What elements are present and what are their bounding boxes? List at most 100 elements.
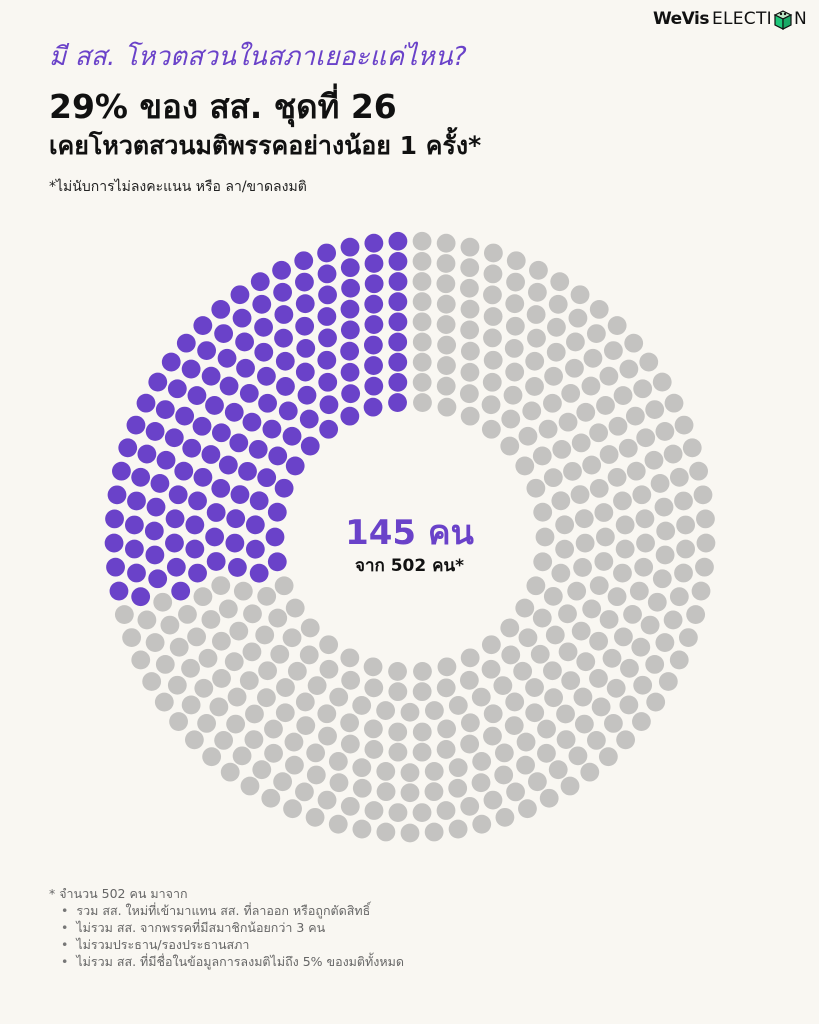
person-dot <box>526 576 546 596</box>
person-dot-highlighted <box>229 433 249 453</box>
person-dot <box>245 704 264 724</box>
person-dot <box>242 642 262 662</box>
person-dot <box>555 515 575 535</box>
person-dot <box>558 604 577 624</box>
person-dot <box>460 237 480 257</box>
person-dot <box>483 726 502 746</box>
person-dot-highlighted <box>340 341 360 361</box>
person-dot-highlighted <box>156 450 176 470</box>
person-dot <box>586 324 606 343</box>
person-dot <box>472 814 492 834</box>
person-dot <box>494 765 514 785</box>
person-dot <box>412 352 432 372</box>
person-dot <box>193 587 213 607</box>
person-dot <box>285 755 304 775</box>
person-dot-highlighted <box>248 439 268 459</box>
person-dot <box>527 772 547 792</box>
person-dot-highlighted <box>249 563 269 583</box>
person-dot <box>513 661 533 681</box>
person-dot <box>522 401 542 421</box>
person-dot <box>218 599 238 619</box>
person-dot-highlighted <box>239 384 259 403</box>
person-dot-highlighted <box>318 328 337 348</box>
person-dot <box>689 461 708 481</box>
person-dot <box>613 563 632 583</box>
person-dot-highlighted <box>144 521 164 541</box>
person-dot <box>640 615 660 635</box>
person-dot <box>329 687 349 707</box>
person-dot-highlighted <box>230 285 250 305</box>
person-dot-highlighted <box>274 328 293 348</box>
person-dot <box>613 386 633 405</box>
person-dot <box>295 782 314 802</box>
person-dot-highlighted <box>193 467 213 487</box>
person-dot <box>526 478 546 498</box>
person-dot <box>696 533 716 553</box>
person-dot <box>501 645 521 665</box>
person-dot <box>615 515 635 535</box>
person-dot <box>567 581 587 601</box>
footnote-list: รวม สส. ใหม่ที่เข้ามาแทน สส. ที่ลาออก หร… <box>49 902 404 970</box>
person-dot <box>364 678 384 698</box>
person-dot <box>568 308 588 328</box>
person-dot-highlighted <box>201 366 221 386</box>
person-dot <box>568 746 588 766</box>
person-dot <box>527 328 546 348</box>
person-dot <box>412 332 432 352</box>
person-dot <box>595 527 615 547</box>
person-dot-highlighted <box>282 426 302 446</box>
person-dot <box>594 552 614 571</box>
person-dot <box>261 788 281 808</box>
person-dot <box>615 539 635 559</box>
person-dot <box>669 650 689 670</box>
person-dot-highlighted <box>104 533 124 553</box>
person-dot-highlighted <box>127 491 146 511</box>
person-dot <box>388 722 408 742</box>
person-dot <box>527 282 547 302</box>
person-dot <box>169 712 188 731</box>
person-dot-highlighted <box>174 461 194 481</box>
person-dot-highlighted <box>250 272 270 292</box>
person-dot <box>352 758 372 778</box>
person-dot <box>268 608 288 628</box>
person-dot <box>155 654 175 674</box>
person-dot-highlighted <box>168 485 188 505</box>
person-dot <box>437 335 457 355</box>
person-dot-highlighted <box>219 376 239 396</box>
person-dot-highlighted <box>299 409 319 429</box>
brand-election-end: N <box>793 9 807 29</box>
person-dot-highlighted <box>275 351 295 371</box>
person-dot <box>647 592 667 612</box>
person-dot <box>518 799 537 819</box>
person-dot <box>388 803 408 823</box>
person-dot-highlighted <box>106 557 125 577</box>
person-dot-highlighted <box>148 372 168 392</box>
person-dot-highlighted <box>273 282 293 302</box>
person-dot <box>481 419 501 439</box>
person-dot-highlighted <box>340 362 360 382</box>
person-dot <box>424 761 444 781</box>
person-dot-highlighted <box>341 278 360 298</box>
person-dot <box>122 628 142 648</box>
person-dot-highlighted <box>388 312 408 332</box>
person-dot-highlighted <box>136 393 156 413</box>
person-dot <box>596 396 615 415</box>
person-dot-highlighted <box>245 539 265 559</box>
person-dot <box>506 251 526 271</box>
person-dot <box>460 278 479 298</box>
person-dot <box>209 697 229 717</box>
person-dot <box>583 348 603 368</box>
person-dot <box>544 366 563 386</box>
person-dot <box>483 704 503 724</box>
person-dot <box>226 714 246 734</box>
person-dot <box>656 521 676 541</box>
footnote-item: ไม่รวม สส. จากพรรคที่มีสมาชิกน้อยกว่า 3 … <box>61 919 404 936</box>
person-dot <box>436 315 456 334</box>
person-dot <box>505 316 525 336</box>
person-dot <box>607 316 627 335</box>
person-dot <box>483 285 502 305</box>
person-dot <box>274 576 294 596</box>
person-dot <box>525 351 545 371</box>
person-dot-highlighted <box>185 515 205 535</box>
person-dot-highlighted <box>364 356 383 375</box>
